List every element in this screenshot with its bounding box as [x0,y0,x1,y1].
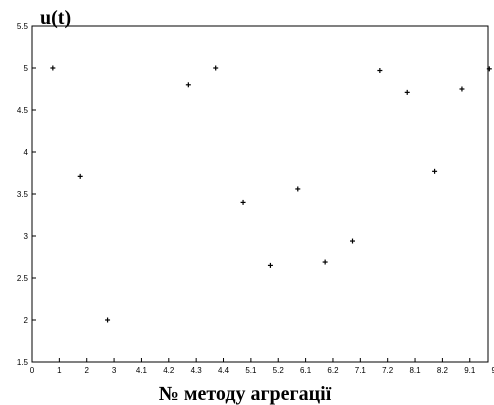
x-tick-label: 4.4 [218,366,230,375]
data-point [267,262,273,268]
x-tick-label: 1 [57,366,62,375]
y-axis-label: u(t) [40,7,71,29]
x-axis-label: № методу агрегації [159,383,332,405]
x-tick-label: 9.2 [492,366,494,375]
x-axis-ticks: 0 1 2 3 4.1 4.2 4.3 4.4 5.1 5.2 6.1 6.2 7.1 7.2 8.1 8.2… [30,358,494,375]
x-tick-label: 5.1 [245,366,257,375]
y-axis-ticks: 1.5 2 2.5 3 3.5 4 4.5 5 5.5 [17,22,36,367]
x-tick-label: 2 [84,366,89,375]
data-point [105,317,111,323]
data-point [77,173,83,179]
data-point [404,89,410,95]
data-point [185,82,191,88]
data-point [350,238,356,244]
data-point [50,65,56,71]
data-point [322,259,328,265]
data-point [213,65,219,71]
data-points [50,65,492,323]
x-tick-label: 7.2 [382,366,394,375]
data-point [432,168,438,174]
data-point [240,199,246,205]
y-tick-label: 2 [24,316,29,325]
x-tick-label: 4.2 [163,366,175,375]
y-tick-label: 4.5 [17,106,29,115]
y-tick-label: 3 [24,232,29,241]
x-tick-label: 4.3 [191,366,203,375]
data-point [295,186,301,192]
plot-frame [31,25,489,363]
data-point [486,66,492,72]
data-point [459,86,465,92]
y-tick-label: 5 [24,64,29,73]
x-tick-label: 4.1 [136,366,148,375]
y-tick-label: 1.5 [17,358,29,367]
y-tick-label: 4 [24,148,29,157]
x-tick-label: 0 [30,366,35,375]
x-tick-label: 8.1 [409,366,421,375]
y-tick-label: 2.5 [17,274,29,283]
x-tick-label: 8.2 [437,366,449,375]
x-tick-label: 6.1 [300,366,312,375]
x-tick-label: 9.1 [464,366,476,375]
x-tick-label: 3 [112,366,117,375]
data-point [377,68,383,74]
x-tick-label: 6.2 [327,366,339,375]
x-tick-label: 7.1 [355,366,367,375]
x-tick-label: 5.2 [273,366,285,375]
y-tick-label: 3.5 [17,190,29,199]
y-tick-label: 5.5 [17,22,29,31]
